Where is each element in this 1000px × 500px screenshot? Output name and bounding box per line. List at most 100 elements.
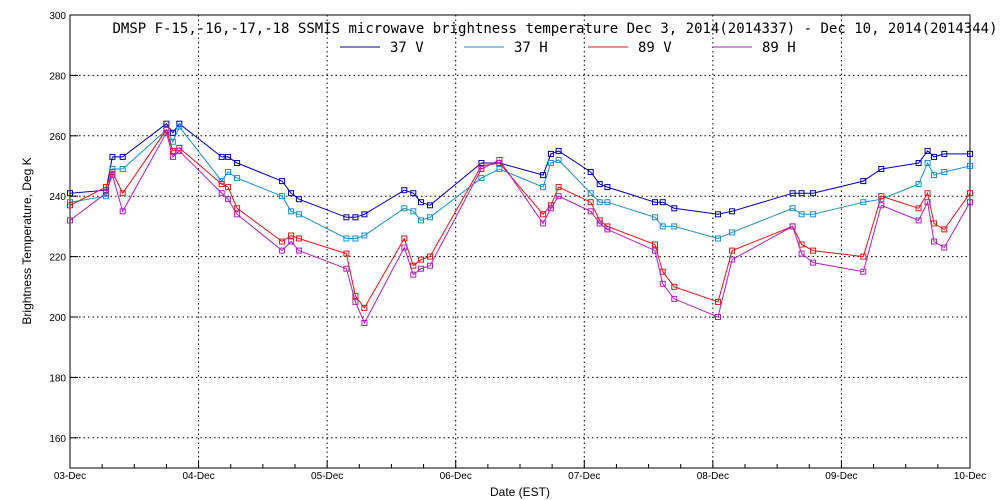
data-point	[343, 235, 350, 242]
x-tick-label: 09-Dec	[825, 471, 857, 482]
data-point	[915, 181, 922, 188]
data-point	[361, 320, 368, 326]
data-point	[540, 184, 547, 191]
data-point	[931, 153, 937, 160]
data-point	[295, 235, 302, 242]
data-point	[604, 184, 611, 191]
data-point	[860, 199, 867, 206]
x-axis-label: Date (EST)	[490, 485, 550, 499]
data-point	[225, 169, 232, 175]
data-point	[915, 205, 922, 212]
data-point	[715, 235, 721, 242]
data-point	[279, 238, 286, 245]
data-point	[941, 226, 948, 233]
data-point	[941, 169, 948, 175]
data-point	[810, 247, 817, 254]
series-4	[67, 129, 973, 326]
data-point	[540, 211, 547, 218]
data-point	[169, 129, 176, 136]
data-point	[418, 217, 424, 224]
data-point	[427, 214, 433, 221]
data-point	[915, 217, 922, 224]
data-point	[604, 226, 611, 233]
x-tick-label: 03-Dec	[54, 471, 86, 482]
data-point	[941, 244, 948, 251]
data-point	[218, 153, 225, 160]
legend-label: 89 H	[762, 40, 796, 56]
data-point	[715, 314, 721, 320]
data-point	[401, 244, 408, 251]
data-point	[288, 238, 295, 245]
data-point	[924, 160, 931, 166]
data-point	[67, 199, 73, 206]
data-point	[295, 211, 302, 218]
data-point	[352, 235, 359, 242]
data-point	[798, 190, 805, 197]
legend-label: 37 V	[390, 40, 424, 56]
data-point	[410, 271, 417, 278]
data-point	[410, 190, 417, 197]
data-point	[234, 205, 241, 212]
data-point	[343, 250, 350, 257]
data-point	[967, 190, 973, 197]
data-point	[587, 199, 594, 206]
data-point	[418, 265, 424, 272]
data-point	[169, 147, 176, 154]
data-point	[587, 208, 594, 215]
legend-item: 89 V	[588, 40, 672, 56]
data-point	[924, 147, 931, 154]
data-point	[596, 220, 603, 227]
data-point	[729, 247, 736, 254]
data-point	[924, 199, 931, 206]
y-tick-label: 180	[49, 373, 66, 384]
x-tick-label: 05-Dec	[311, 471, 343, 482]
y-tick-label: 200	[49, 313, 66, 324]
axis-ticks: 160 180 200 220 240 260 280 300 03-Dec 04-Dec 05-D…	[49, 11, 986, 482]
data-point	[478, 175, 485, 182]
data-point	[729, 208, 736, 215]
x-tick-label: 04-Dec	[182, 471, 214, 482]
x-tick-label: 08-Dec	[697, 471, 729, 482]
data-point	[652, 247, 658, 254]
data-point	[860, 253, 867, 260]
data-point	[109, 153, 116, 160]
data-point	[715, 298, 721, 305]
data-point	[288, 232, 295, 239]
data-point	[878, 202, 885, 209]
data-point	[729, 256, 736, 263]
data-point	[288, 190, 295, 197]
data-point	[810, 211, 817, 218]
y-tick-label: 300	[49, 11, 66, 22]
series-line	[69, 131, 971, 325]
data-point	[401, 205, 408, 212]
data-point	[878, 166, 885, 172]
data-point	[295, 196, 302, 203]
data-point	[401, 235, 408, 242]
series-layer	[67, 120, 973, 326]
data-point	[596, 181, 603, 188]
data-point	[234, 211, 241, 218]
data-point	[798, 250, 805, 257]
data-point	[810, 190, 817, 197]
data-point	[941, 150, 948, 157]
data-point	[878, 193, 885, 200]
legend-label: 89 V	[638, 40, 672, 56]
data-point	[729, 229, 736, 236]
data-point	[652, 199, 658, 206]
data-point	[555, 193, 562, 200]
data-point	[671, 283, 678, 290]
data-point	[967, 163, 973, 169]
data-point	[931, 238, 937, 245]
data-point	[555, 157, 562, 163]
data-point	[652, 214, 658, 221]
data-point	[860, 178, 867, 185]
data-point	[418, 256, 424, 263]
data-point	[361, 211, 368, 218]
data-point	[798, 211, 805, 218]
data-point	[361, 304, 368, 311]
data-point	[555, 184, 562, 191]
x-tick-label: 10-Dec	[954, 471, 986, 482]
data-point	[225, 196, 232, 203]
x-tick-label: 06-Dec	[440, 471, 472, 482]
data-point	[418, 199, 424, 206]
